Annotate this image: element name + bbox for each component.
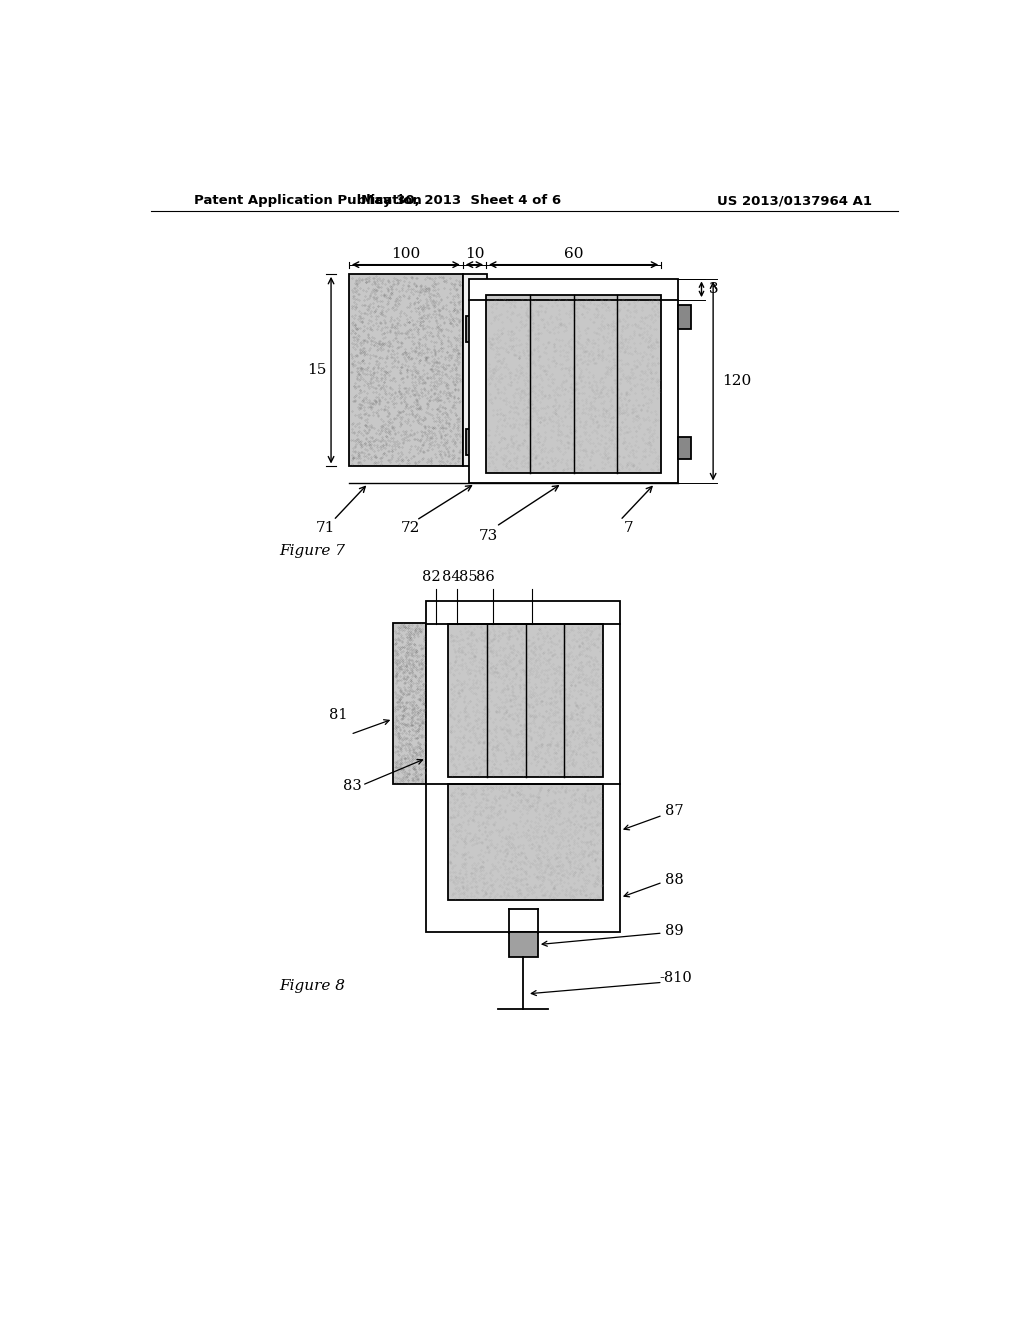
- Bar: [466, 429, 486, 455]
- Bar: [678, 305, 691, 330]
- Text: 89: 89: [665, 924, 684, 937]
- Text: 72: 72: [400, 521, 420, 535]
- Text: 87: 87: [665, 804, 684, 818]
- Bar: [466, 317, 486, 342]
- Bar: [393, 623, 426, 784]
- Bar: [426, 721, 449, 746]
- Text: 86: 86: [476, 569, 495, 583]
- Bar: [469, 279, 678, 483]
- Bar: [449, 784, 603, 900]
- Text: 15: 15: [307, 363, 327, 378]
- Bar: [509, 932, 538, 957]
- Text: 71: 71: [316, 521, 335, 535]
- Bar: [349, 275, 463, 466]
- Text: 120: 120: [722, 374, 752, 388]
- Text: 73: 73: [479, 529, 498, 543]
- Text: 81: 81: [330, 708, 348, 722]
- Text: Figure 7: Figure 7: [280, 544, 345, 558]
- Text: 10: 10: [465, 247, 484, 261]
- Text: 60: 60: [564, 247, 584, 261]
- Text: 82: 82: [422, 569, 440, 583]
- Text: -810: -810: [658, 972, 691, 986]
- Text: 100: 100: [391, 247, 421, 261]
- Text: 83: 83: [343, 779, 361, 793]
- Text: 84: 84: [442, 569, 461, 583]
- Bar: [449, 624, 603, 776]
- Bar: [426, 645, 449, 671]
- Text: May 30, 2013  Sheet 4 of 6: May 30, 2013 Sheet 4 of 6: [361, 194, 561, 207]
- Text: Patent Application Publication: Patent Application Publication: [194, 194, 422, 207]
- Text: Figure 8: Figure 8: [280, 979, 345, 993]
- Text: 88: 88: [665, 873, 684, 887]
- Text: 85: 85: [459, 569, 477, 583]
- Text: 3: 3: [710, 282, 719, 296]
- Bar: [678, 437, 691, 459]
- Bar: [426, 601, 621, 932]
- Bar: [486, 296, 662, 473]
- Text: US 2013/0137964 A1: US 2013/0137964 A1: [717, 194, 872, 207]
- Text: 7: 7: [624, 521, 634, 535]
- Bar: [463, 275, 486, 466]
